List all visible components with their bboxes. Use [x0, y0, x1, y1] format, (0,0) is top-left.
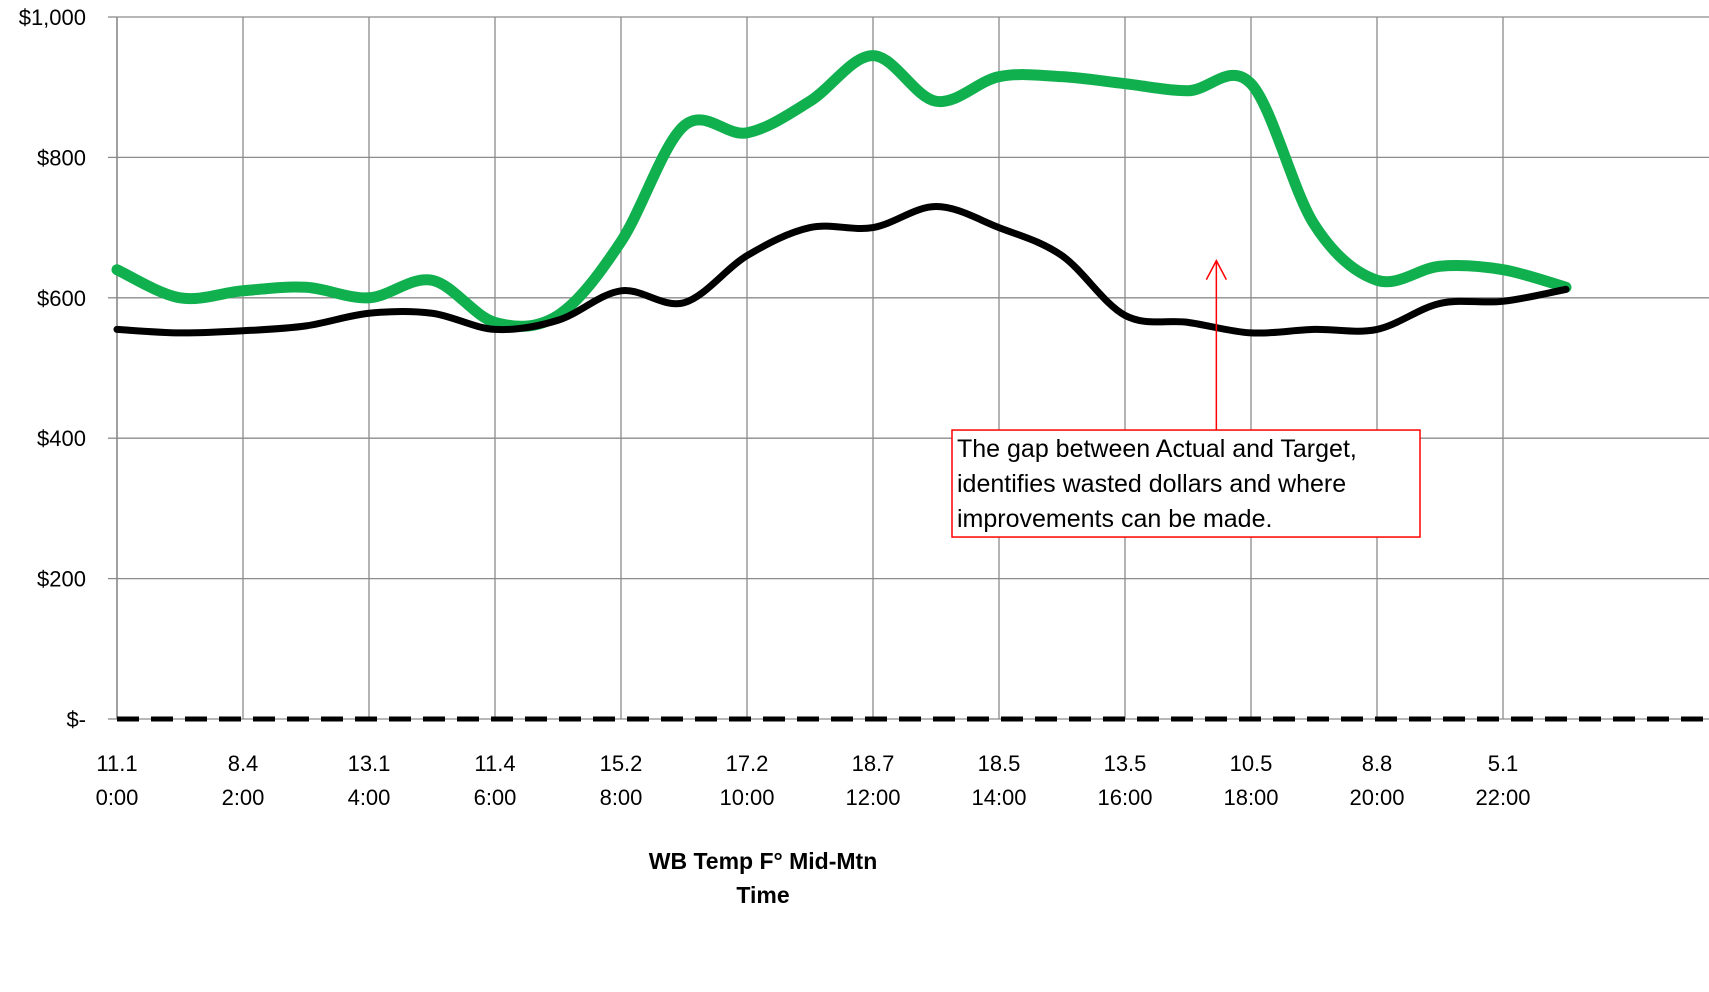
x-tick-label-temp: 13.1 [348, 751, 391, 776]
y-tick-label: $400 [37, 426, 86, 451]
x-tick-label-temp: 17.2 [726, 751, 769, 776]
y-tick-label: $600 [37, 286, 86, 311]
grid-layer [108, 16, 1709, 720]
x-tick-label-temp: 18.7 [852, 751, 895, 776]
x-tick-label-time: 20:00 [1349, 785, 1404, 810]
series-layer [111, 50, 1709, 722]
y-tick-label: $200 [37, 567, 86, 592]
x-tick-label-temp: 10.5 [1230, 751, 1273, 776]
x-tick-label-time: 4:00 [348, 785, 391, 810]
x-tick-label-temp: 11.1 [96, 751, 137, 776]
annotation-text-line: improvements can be made. [957, 505, 1272, 533]
annotation-arrow-head [1205, 258, 1228, 280]
x-tick-label-time: 22:00 [1475, 785, 1530, 810]
x-tick-label-time: 18:00 [1223, 785, 1278, 810]
x-tick-label-temp: 8.4 [228, 751, 259, 776]
y-tick-label: $1,000 [19, 5, 86, 30]
annotation-text-line: The gap between Actual and Target, [957, 435, 1357, 463]
x-tick-label-time: 6:00 [474, 785, 517, 810]
x-tick-label-temp: 18.5 [978, 751, 1021, 776]
series-green-line [111, 50, 1572, 332]
x-tick-label-temp: 11.4 [474, 751, 515, 776]
annotation: The gap between Actual and Target, identi… [951, 258, 1421, 538]
annotation-box [951, 429, 1421, 538]
y-tick-label: $- [66, 707, 86, 732]
x-tick-label-time: 0:00 [96, 785, 139, 810]
series-black-line [113, 203, 1570, 337]
y-axis-ticks: $- $200 $400 $600 $800 $1,000 [19, 5, 86, 732]
x-axis-ticks: 11.1 0:00 8.4 2:00 13.1 4:00 11.4 6:00 15.2 8:00 1… [96, 751, 1531, 810]
x-tick-label-temp: 5.1 [1488, 751, 1519, 776]
x-axis-title-line-2: Time [736, 882, 789, 908]
x-tick-label-time: 8:00 [600, 785, 643, 810]
x-tick-label-temp: 8.8 [1362, 751, 1393, 776]
annotation-text-line: identifies wasted dollars and where [957, 470, 1346, 498]
y-tick-label: $800 [37, 145, 86, 170]
x-axis-title-line-1: WB Temp F° Mid-Mtn [649, 848, 878, 874]
x-tick-label-time: 2:00 [222, 785, 265, 810]
x-tick-label-temp: 15.2 [600, 751, 643, 776]
x-tick-label-time: 16:00 [1097, 785, 1152, 810]
x-tick-label-temp: 13.5 [1104, 751, 1147, 776]
x-tick-label-time: 12:00 [845, 785, 900, 810]
x-tick-label-time: 14:00 [971, 785, 1026, 810]
x-tick-label-time: 10:00 [719, 785, 774, 810]
